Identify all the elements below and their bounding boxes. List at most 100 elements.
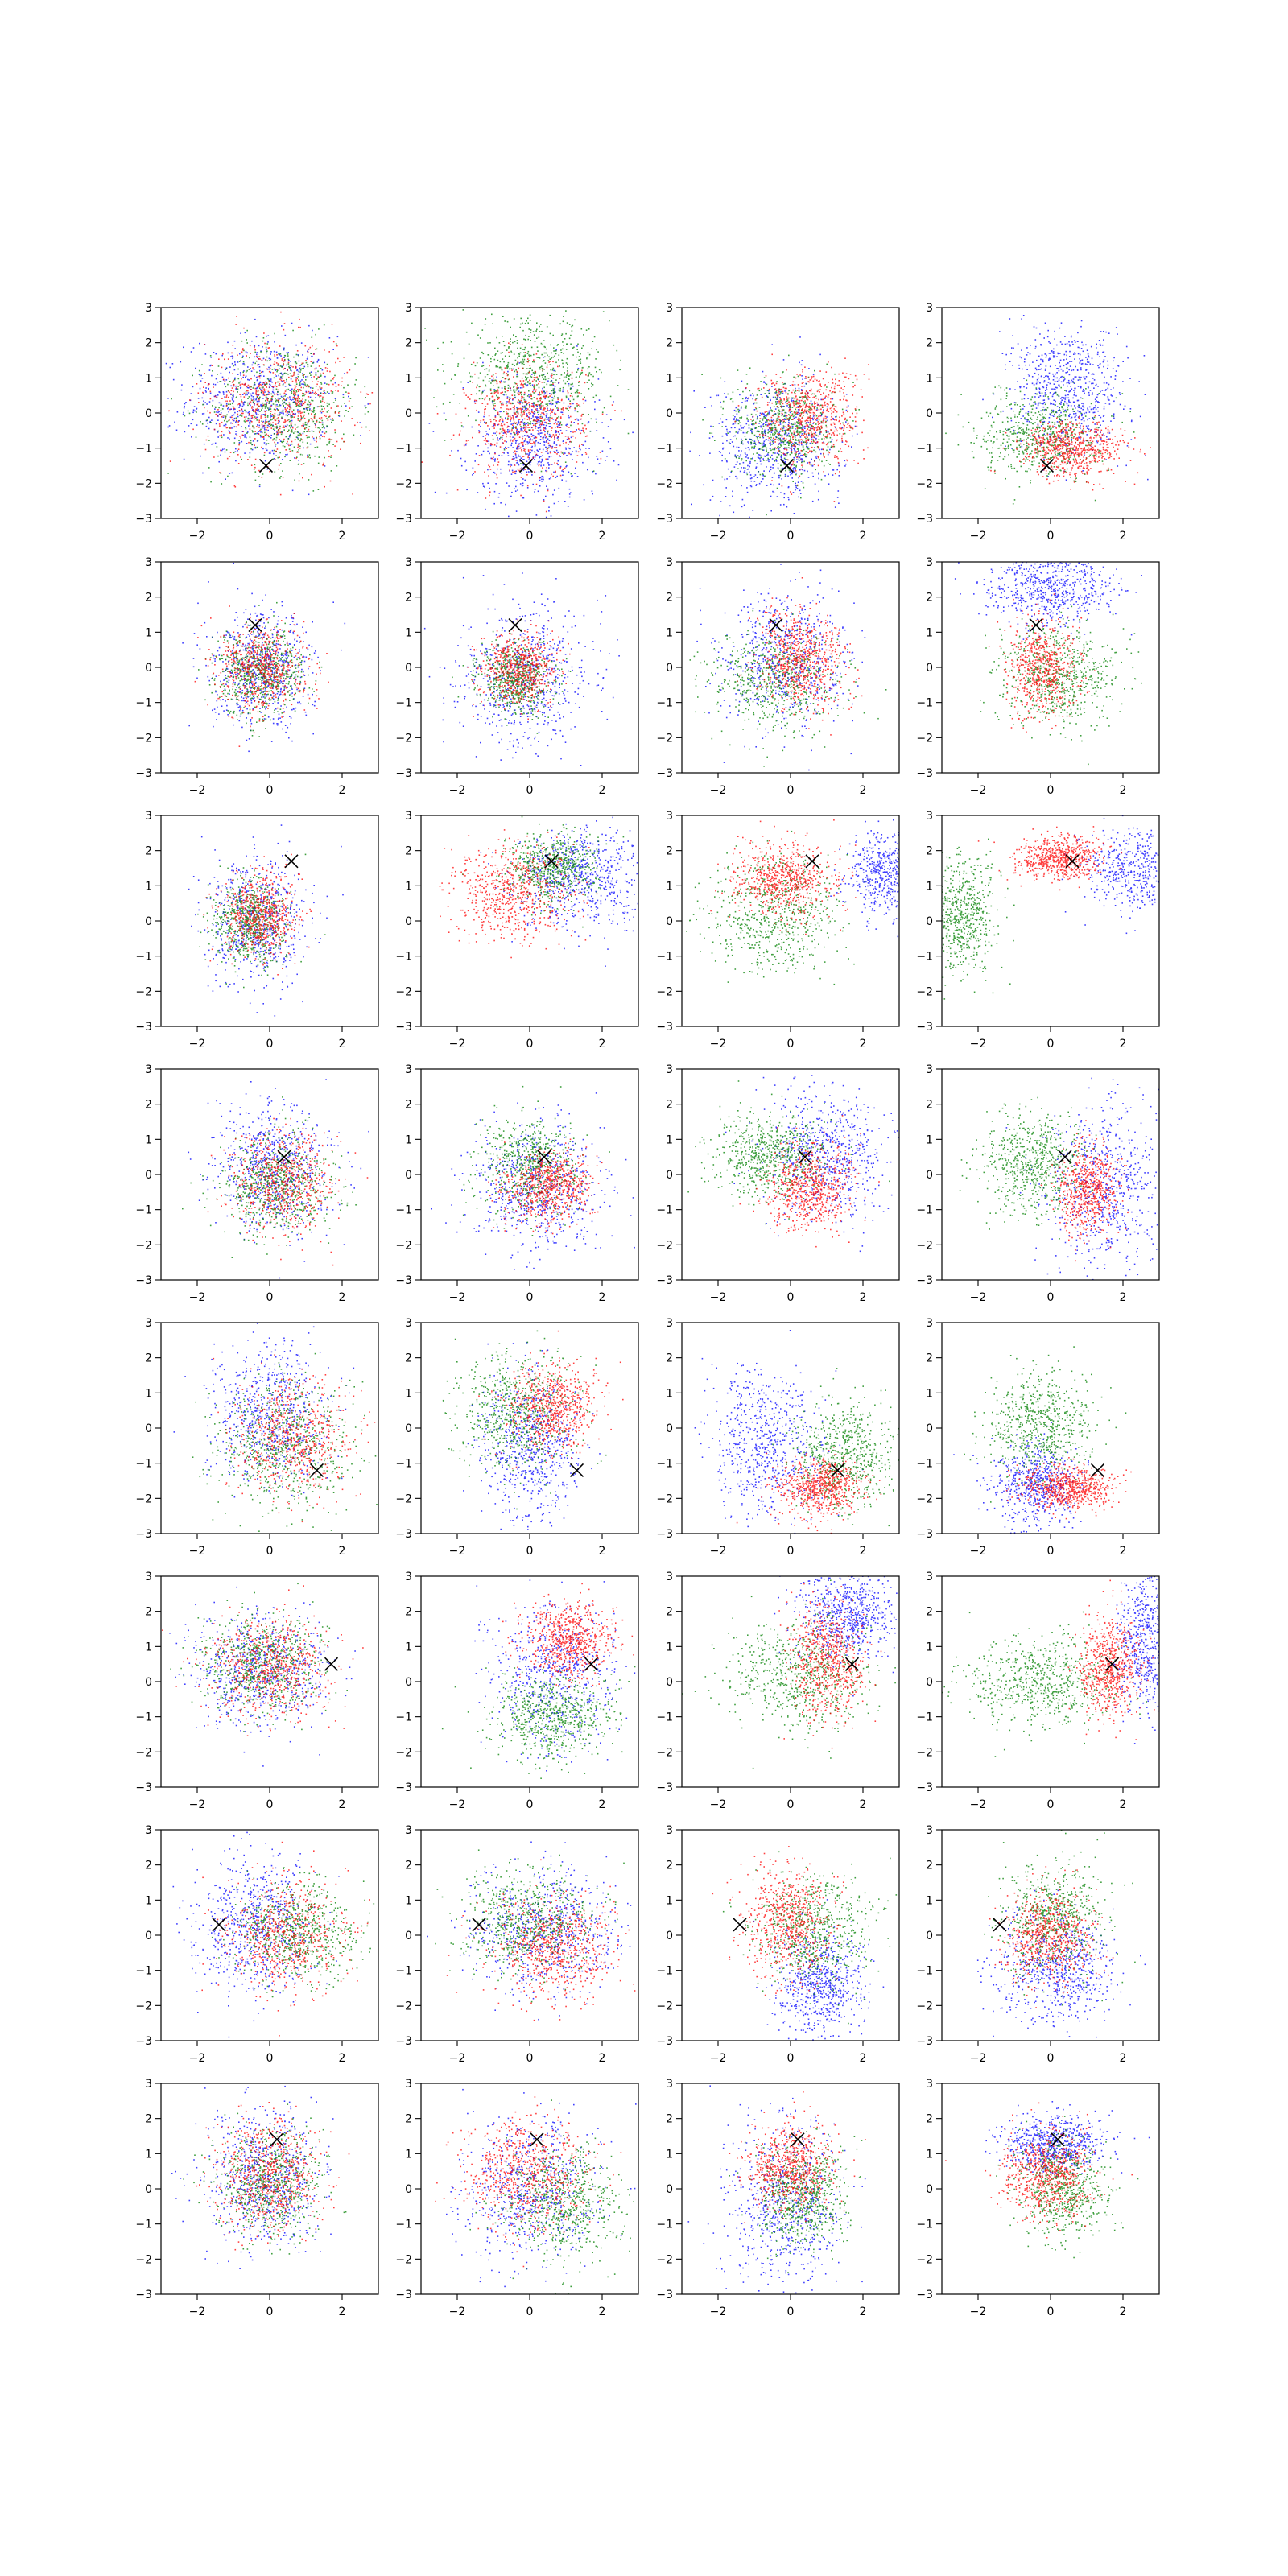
point-blue [799,388,800,390]
point-green [270,425,272,427]
point-green [283,402,285,403]
point-red [464,392,465,394]
point-green [287,373,288,374]
point-green [321,409,323,411]
point-green [522,363,523,365]
point-green [513,334,514,336]
point-blue [525,411,526,412]
point-red [539,392,540,394]
point-green [308,366,309,368]
point-blue [749,466,750,468]
point-green [780,475,782,477]
point-red [577,423,579,425]
point-red [321,417,323,419]
point-blue [555,477,557,478]
point-blue [748,447,749,448]
point-green [516,365,518,366]
point-blue [828,431,829,433]
point-red [501,423,502,425]
point-red [269,386,270,388]
point-red [273,417,275,419]
point-blue [808,368,810,369]
point-red [482,402,484,404]
point-green [258,476,260,477]
point-red [238,402,240,404]
point-green [790,438,791,440]
point-green [524,394,526,396]
point-green [365,413,366,415]
point-blue [784,461,786,463]
point-blue [463,427,464,428]
point-red [547,450,548,452]
point-blue [735,455,737,456]
point-blue [545,451,547,452]
point-blue [571,476,572,477]
point-blue [359,422,361,423]
point-green [320,368,322,369]
point-blue [770,399,771,401]
point-blue [270,385,271,386]
point-green [508,385,510,386]
point-green [261,409,262,411]
point-red [459,433,460,435]
point-green [328,410,329,411]
point-blue [230,417,232,419]
point-red [357,422,358,423]
point-blue [184,407,185,409]
point-green [510,390,512,391]
point-red [502,452,504,453]
point-green [279,405,280,407]
point-green [281,397,283,398]
point-blue [762,458,764,460]
point-red [286,409,287,411]
point-red [221,422,223,423]
point-red [319,436,320,438]
point-blue [757,477,758,478]
point-red [526,474,528,476]
point-blue [500,411,502,413]
point-blue [780,492,782,493]
point-green [551,353,552,354]
point-blue [816,419,818,421]
point-red [225,419,227,420]
point-red [264,425,266,427]
point-red [568,392,569,394]
point-green [477,385,478,386]
point-green [256,419,258,421]
point-red [515,414,517,415]
point-green [505,356,506,357]
point-red [276,433,278,435]
point-green [539,369,541,370]
point-red [529,419,530,421]
point-red [213,386,214,388]
point-green [590,374,592,376]
point-blue [598,378,600,380]
point-green [237,391,238,393]
point-green [570,374,572,376]
point-red [254,444,255,446]
point-green [577,369,579,371]
point-blue [563,440,564,441]
point-green [583,334,584,336]
point-red [227,458,229,460]
point-blue [507,431,509,433]
point-blue [731,427,733,429]
point-blue [250,452,251,454]
point-red [518,448,519,449]
point-blue [262,384,264,386]
point-blue [257,424,258,426]
point-blue [218,411,220,413]
point-blue [808,477,810,478]
point-red [493,423,495,425]
point-red [522,368,524,369]
point-blue [538,427,539,429]
point-green [530,332,532,333]
point-green [287,374,289,375]
point-blue [812,476,814,477]
point-green [587,382,588,383]
point-blue [832,469,833,471]
point-red [283,422,284,423]
point-green [576,377,577,378]
point-blue [815,456,816,458]
point-blue [256,354,258,356]
